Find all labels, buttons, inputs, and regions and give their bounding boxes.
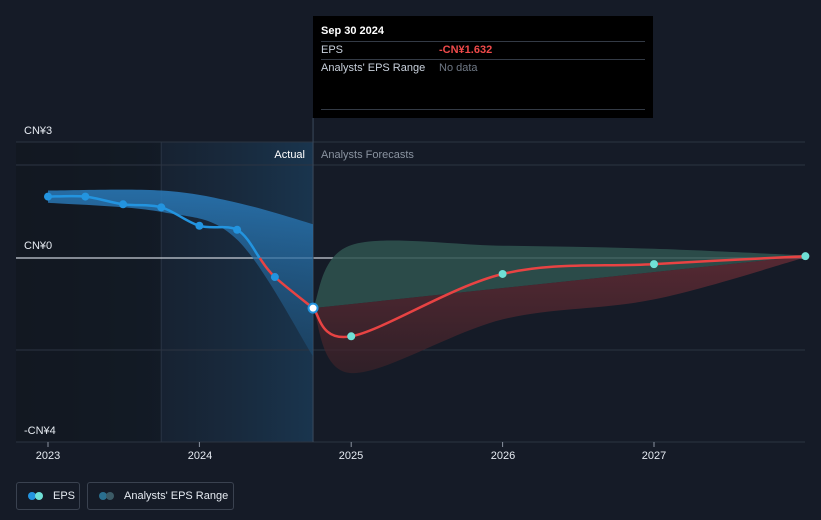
x-tick-label-2024: 2024 [188, 450, 212, 462]
past-zone-shade [16, 142, 162, 442]
tooltip-row-eps: EPS -CN¥1.632 [321, 41, 645, 59]
y-tick-label-top: CN¥3 [24, 125, 52, 137]
eps-point[interactable] [233, 225, 242, 234]
tooltip-range-value: No data [439, 62, 478, 74]
tooltip-divider [321, 109, 645, 110]
eps-point[interactable] [81, 192, 90, 201]
forecast-zone-label: Analysts Forecasts [321, 149, 414, 161]
y-tick-label-zero: CN¥0 [24, 240, 52, 252]
eps-point[interactable] [119, 200, 128, 209]
x-tick-label-2023: 2023 [36, 450, 60, 462]
eps-legend-icon [28, 492, 44, 500]
eps-point[interactable] [157, 203, 166, 212]
forecast-range-upper-band [313, 240, 806, 309]
forecast-range-lower-band [313, 256, 806, 374]
eps-point-selected[interactable] [307, 302, 319, 314]
forecast-point[interactable] [498, 269, 507, 278]
legend-range-toggle[interactable]: Analysts' EPS Range [87, 482, 234, 510]
legend-range-label: Analysts' EPS Range [124, 490, 229, 502]
forecast-line [312, 254, 806, 339]
forecast-point[interactable] [347, 332, 356, 341]
forecast-point[interactable] [801, 252, 810, 261]
eps-point[interactable] [195, 221, 204, 230]
forecast-point[interactable] [650, 260, 658, 269]
tooltip-date: Sep 30 2024 [321, 25, 384, 37]
range-legend-icon [99, 492, 115, 500]
tooltip-row-range: Analysts' EPS Range No data [321, 59, 645, 77]
actual-eps-range-band [48, 189, 314, 357]
tooltip-eps-value: -CN¥1.632 [439, 44, 493, 56]
eps-point[interactable] [270, 273, 279, 282]
y-tick-label-bottom: -CN¥4 [24, 425, 56, 437]
legend-eps-toggle[interactable]: EPS [16, 482, 80, 510]
actual-zone-label: Actual [274, 149, 305, 161]
legend-eps-label: EPS [53, 490, 76, 502]
tooltip-range-label: Analysts' EPS Range [321, 62, 426, 74]
eps-point[interactable] [44, 192, 52, 201]
tooltip-eps-label: EPS [321, 44, 344, 56]
x-tick-label-2025: 2025 [339, 450, 363, 462]
x-tick-label-2026: 2026 [491, 450, 515, 462]
x-tick-label-2027: 2027 [642, 450, 666, 462]
hover-tooltip: Sep 30 2024 EPS -CN¥1.632 Analysts' EPS … [313, 16, 653, 118]
